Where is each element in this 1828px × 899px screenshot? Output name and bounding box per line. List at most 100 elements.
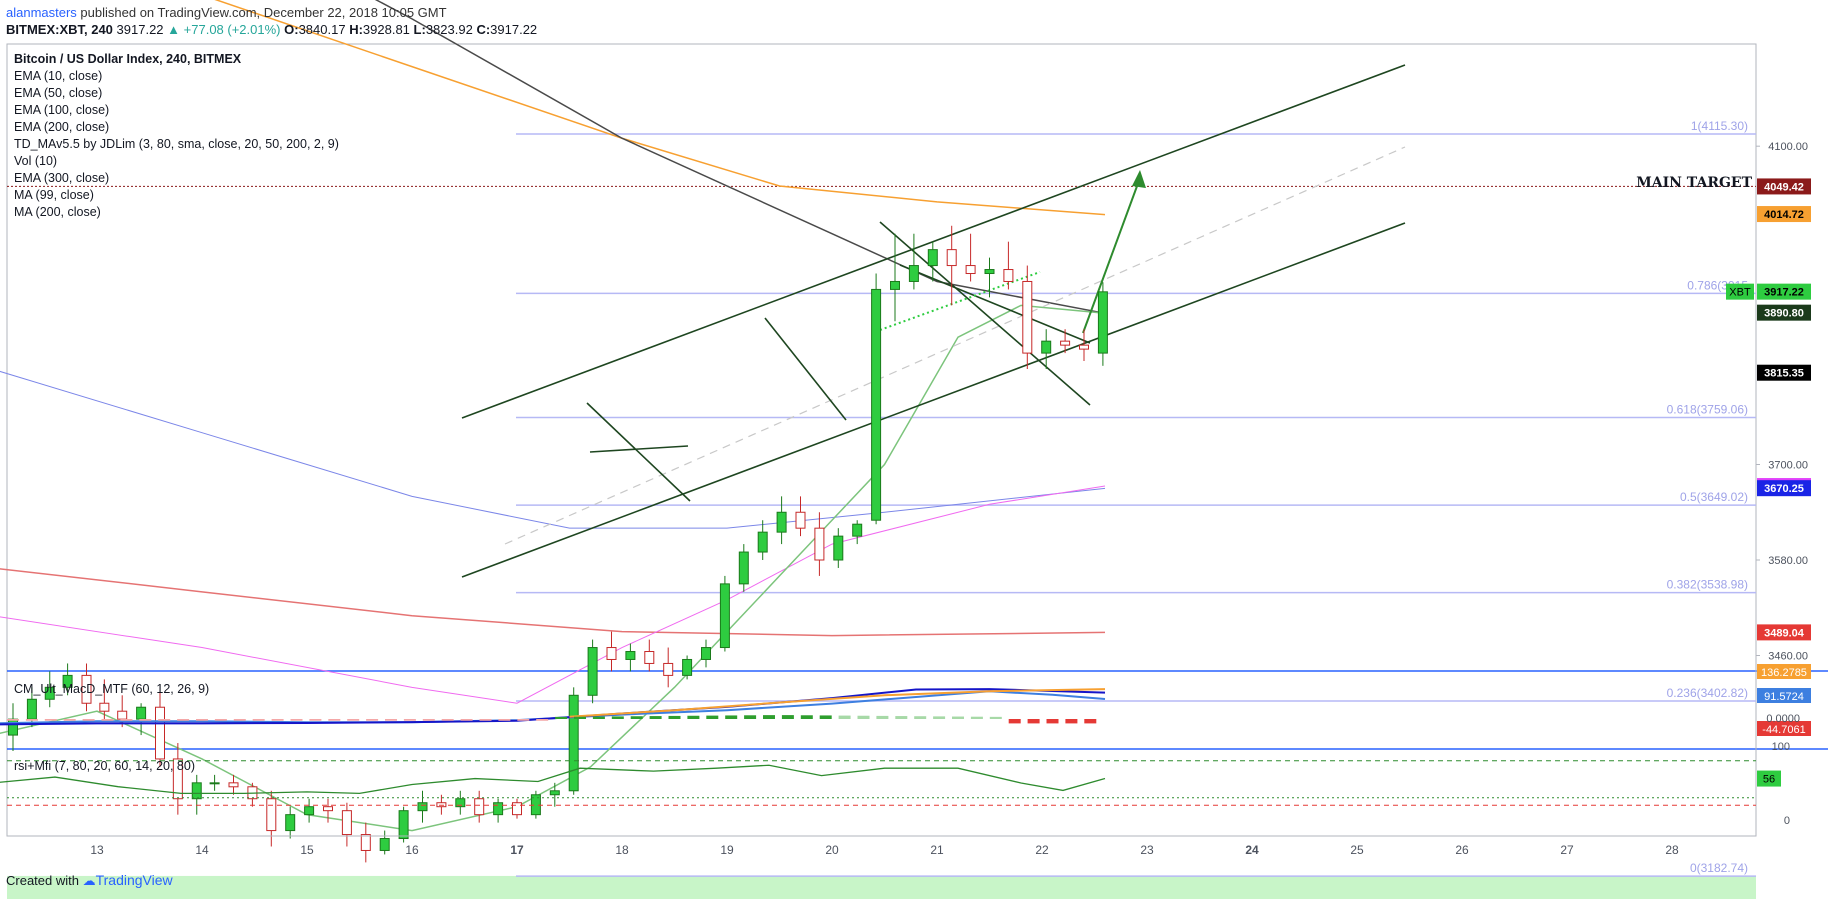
macd-histogram-bar bbox=[101, 719, 114, 721]
macd-histogram-bar bbox=[744, 715, 757, 719]
candle-body bbox=[209, 782, 220, 785]
price-badge-text: 3917.22 bbox=[1764, 287, 1804, 299]
candle-body bbox=[493, 802, 504, 816]
price-axis-badge: 3489.04 bbox=[1757, 624, 1811, 641]
x-tick-label: 26 bbox=[1455, 843, 1469, 857]
macd-zero-tick: 0.0000 bbox=[1766, 713, 1800, 725]
macd-histogram-bar bbox=[1008, 719, 1021, 724]
price-badge-bg bbox=[1757, 283, 1811, 300]
candle-body bbox=[398, 810, 409, 840]
symbol-label: BITMEX:XBT, 240 bbox=[6, 22, 113, 37]
created-with-text: Created with bbox=[6, 873, 79, 888]
candle-body bbox=[417, 802, 428, 812]
flag-line bbox=[764, 317, 847, 421]
arrow-head-icon bbox=[1132, 170, 1146, 188]
candle-body bbox=[81, 674, 92, 704]
macd-label-bg bbox=[1757, 721, 1811, 736]
price-axis-badge: 4049.42 bbox=[1757, 178, 1811, 195]
macd-histogram-bar bbox=[498, 719, 511, 721]
price-axis-badge: 4014.72 bbox=[1757, 206, 1811, 223]
macd-histogram-bar bbox=[800, 715, 813, 719]
tradingview-link[interactable]: TradingView bbox=[95, 872, 173, 888]
macd-histogram-bar bbox=[479, 719, 492, 721]
fib-level-label: 0(3182.74) bbox=[1690, 861, 1748, 875]
macd-histogram-bar bbox=[214, 719, 227, 721]
ma-99-line bbox=[0, 485, 1106, 704]
flag-line bbox=[589, 445, 689, 453]
macd-histogram-bar bbox=[82, 719, 95, 721]
macd-histogram-bar bbox=[63, 719, 76, 721]
fib-level-label: 0.382(3538.98) bbox=[1667, 578, 1748, 592]
macd-histogram-bar bbox=[989, 716, 1002, 719]
flag-line bbox=[899, 264, 1091, 344]
tradingview-logo-icon: ☁ bbox=[82, 873, 96, 888]
price-badge-bg bbox=[1757, 206, 1811, 223]
author-link[interactable]: alanmasters bbox=[6, 5, 77, 20]
candle-body bbox=[852, 523, 863, 537]
y-tick-label: 3700.00 bbox=[1768, 460, 1808, 472]
candle-body bbox=[927, 249, 938, 267]
candle-body bbox=[341, 810, 352, 836]
candle-body bbox=[606, 647, 617, 660]
candle-body bbox=[172, 758, 183, 800]
macd-histogram-bar bbox=[366, 719, 379, 721]
legend-ema10[interactable]: EMA (10, close) bbox=[14, 69, 103, 83]
candle-body bbox=[99, 702, 110, 712]
y-tick-label: 3580.00 bbox=[1768, 555, 1808, 567]
ema-10-line bbox=[0, 304, 1106, 832]
candle-body bbox=[1022, 280, 1033, 354]
macd-histogram-bar bbox=[233, 719, 246, 721]
x-tick-label: 24 bbox=[1245, 843, 1259, 857]
macd-histogram-bar bbox=[536, 719, 549, 721]
macd-histogram-bar bbox=[196, 719, 208, 721]
legend-ema300[interactable]: EMA (300, close) bbox=[14, 171, 110, 185]
legend-ma200[interactable]: MA (200, close) bbox=[14, 205, 101, 219]
candle-body bbox=[625, 651, 636, 660]
price-badge-bg bbox=[1757, 480, 1811, 497]
chart-title: Bitcoin / US Dollar Index, 240, BITMEX bbox=[14, 52, 242, 66]
x-tick-label: 28 bbox=[1665, 843, 1679, 857]
breakout-dotted-line bbox=[879, 271, 1041, 331]
macd-histogram-bar bbox=[952, 716, 964, 719]
candle-body bbox=[455, 798, 466, 808]
candle-body bbox=[738, 551, 749, 585]
candle-body bbox=[568, 694, 579, 792]
target-arrow-line bbox=[1082, 177, 1141, 334]
macd-histogram-bar bbox=[517, 719, 530, 721]
legend-ma99[interactable]: MA (99, close) bbox=[14, 188, 94, 202]
macd-histogram-bar bbox=[574, 716, 586, 719]
macd-histogram-bar bbox=[290, 719, 303, 721]
legend-volume[interactable]: Vol (10) bbox=[14, 154, 58, 168]
candle-body bbox=[512, 802, 522, 816]
macd-histogram-bar bbox=[611, 716, 624, 719]
macd-legend[interactable]: CM_Ult_MacD_MTF (60, 12, 26, 9) bbox=[14, 682, 210, 696]
macd-histogram-bar bbox=[649, 716, 662, 719]
candle-body bbox=[1003, 269, 1014, 282]
candle-body bbox=[757, 531, 768, 553]
x-tick-label: 21 bbox=[930, 843, 944, 857]
close-value: 3917.22 bbox=[490, 22, 538, 37]
price-axis-badge: 3890.80 bbox=[1757, 304, 1811, 321]
macd-histogram-bar bbox=[914, 716, 927, 719]
candle-body bbox=[984, 269, 995, 275]
legend-ema200[interactable]: EMA (200, close) bbox=[14, 120, 110, 134]
x-tick-label: 13 bbox=[90, 843, 104, 857]
candle-body bbox=[228, 782, 239, 788]
candle-body bbox=[871, 288, 882, 521]
macd-histogram-bar bbox=[1065, 719, 1078, 724]
legend-ema50[interactable]: EMA (50, close) bbox=[14, 86, 103, 100]
macd-histogram-bar bbox=[441, 719, 454, 721]
candle-body bbox=[323, 806, 333, 812]
macd-histogram-bar bbox=[403, 719, 416, 721]
rsi-legend[interactable]: rsi+Mfi (7, 80, 20, 60, 14, 20, 80) bbox=[14, 759, 195, 773]
candle-body bbox=[719, 583, 730, 649]
macd-histogram-bar bbox=[970, 716, 983, 719]
macd-histogram-bar bbox=[158, 719, 171, 721]
legend-td-ma[interactable]: TD_MAv5.5 by JDLim (3, 80, sma, close, 2… bbox=[14, 137, 339, 151]
candle-body bbox=[833, 535, 844, 561]
legend-ema100[interactable]: EMA (100, close) bbox=[14, 103, 110, 117]
price-badge-text: 3670.25 bbox=[1764, 483, 1804, 495]
macd-histogram-bar bbox=[460, 719, 473, 721]
macd-histogram-bar bbox=[252, 719, 265, 721]
